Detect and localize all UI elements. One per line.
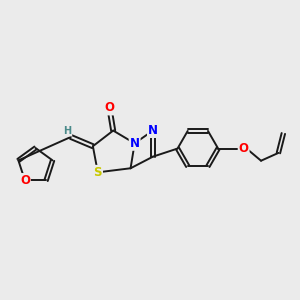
Text: O: O (104, 101, 114, 115)
Text: N: N (148, 124, 158, 137)
Text: H: H (63, 126, 71, 136)
Text: O: O (238, 142, 249, 155)
Text: O: O (20, 174, 30, 187)
Text: N: N (130, 137, 140, 150)
Text: S: S (94, 166, 102, 179)
